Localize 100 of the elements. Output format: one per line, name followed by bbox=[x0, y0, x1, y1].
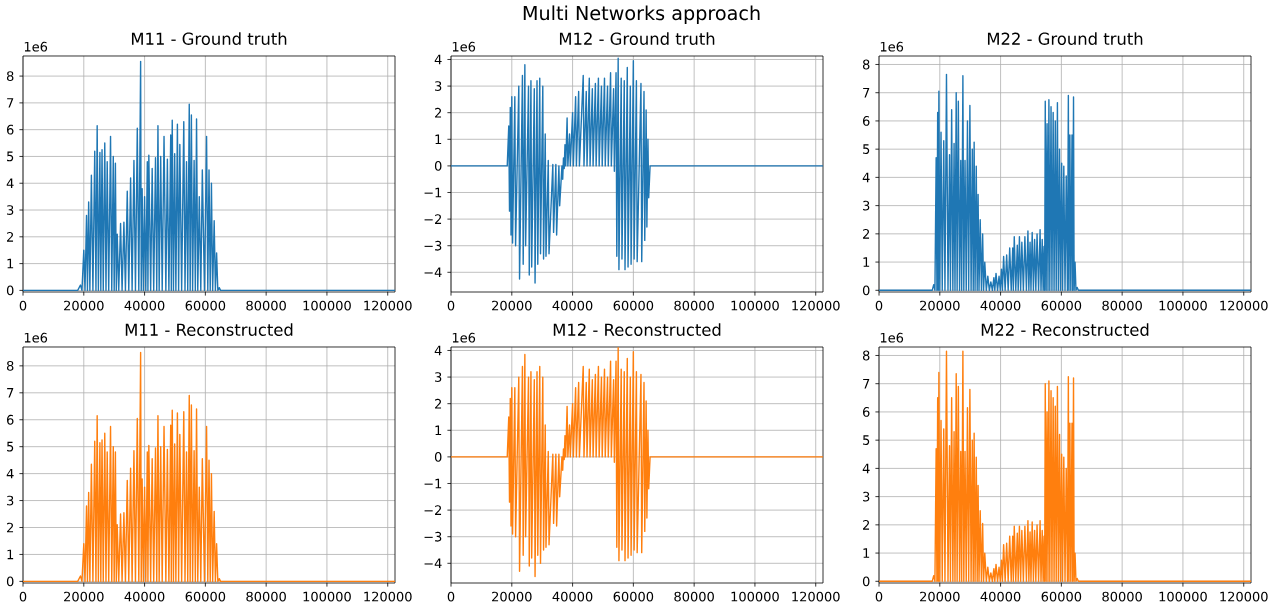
x-tick-label: 40000 bbox=[980, 591, 1021, 602]
x-tick-label: 80000 bbox=[246, 591, 286, 602]
x-tick-label: 60000 bbox=[613, 300, 654, 311]
x-tick-label: 100000 bbox=[731, 591, 779, 602]
x-tick-label: 20000 bbox=[492, 300, 532, 311]
line-series bbox=[879, 350, 1252, 583]
text: 1e6 bbox=[24, 41, 48, 52]
y-tick-label: 1 bbox=[7, 549, 14, 560]
x-tick-label: 60000 bbox=[185, 300, 226, 311]
y-tick-label: 5 bbox=[863, 144, 870, 154]
text: 1e6 bbox=[452, 41, 476, 52]
x-tick-label: 0 bbox=[875, 300, 883, 311]
chart-title: M11 - Reconstructed bbox=[125, 323, 293, 336]
y-tick-label: 8 bbox=[6, 71, 14, 82]
x-tick-label: 60000 bbox=[1041, 300, 1082, 311]
x-tick-label: 60000 bbox=[185, 591, 226, 602]
y-tick-label: 1 bbox=[863, 548, 870, 558]
y-tick-label: 1 bbox=[863, 257, 870, 267]
chart-title: M11 - Ground truth bbox=[131, 32, 287, 45]
y-tick-label: −3 bbox=[424, 240, 442, 251]
chart-title: M22 - Ground truth bbox=[987, 32, 1143, 45]
x-tick-label: 60000 bbox=[613, 591, 654, 602]
x-tick-label: 0 bbox=[447, 591, 455, 602]
x-tick-label: 0 bbox=[19, 591, 27, 602]
y-tick-label: 3 bbox=[7, 205, 14, 215]
x-tick-label: 120000 bbox=[1220, 591, 1268, 602]
y-tick-label: 1 bbox=[7, 258, 14, 269]
x-tick-label: 40000 bbox=[552, 591, 593, 602]
y-tick-label: −1 bbox=[424, 187, 442, 198]
x-tick-label: 40000 bbox=[124, 300, 165, 311]
y-tick-label: 5 bbox=[7, 441, 14, 452]
y-tick-label: 2 bbox=[863, 229, 870, 239]
chart-title: M12 - Reconstructed bbox=[553, 323, 721, 336]
text: Multi Networks approach bbox=[523, 5, 760, 24]
y-tick-label: 7 bbox=[7, 388, 14, 398]
x-tick-label: 120000 bbox=[792, 591, 840, 602]
x-tick-label: 120000 bbox=[792, 300, 840, 311]
x-tick-label: 40000 bbox=[980, 300, 1021, 311]
y-tick-label: 6 bbox=[6, 414, 14, 425]
y-tick-label: 0 bbox=[6, 285, 14, 296]
x-tick-label: 100000 bbox=[1159, 300, 1207, 311]
y-tick-label: 2 bbox=[435, 398, 442, 409]
line-series bbox=[879, 73, 1252, 292]
y-tick-label: 8 bbox=[862, 350, 870, 361]
x-tick-label: 120000 bbox=[364, 591, 412, 602]
y-tick-label: 6 bbox=[862, 407, 870, 417]
y-tick-label: 6 bbox=[6, 124, 14, 135]
x-tick-label: 80000 bbox=[674, 300, 714, 311]
line-series bbox=[451, 347, 824, 578]
chart-title: M22 - Reconstructed bbox=[981, 323, 1149, 336]
y-tick-label: 7 bbox=[863, 87, 870, 98]
y-tick-label: 6 bbox=[862, 116, 870, 126]
x-tick-label: 80000 bbox=[246, 300, 286, 311]
y-tick-label: −3 bbox=[424, 531, 442, 542]
y-tick-label: 3 bbox=[7, 495, 14, 506]
x-tick-label: 20000 bbox=[64, 591, 104, 602]
x-tick-label: 100000 bbox=[303, 300, 351, 311]
y-tick-label: 2 bbox=[435, 107, 442, 118]
x-tick-label: 0 bbox=[447, 300, 455, 311]
text: 1e6 bbox=[880, 332, 904, 343]
text: 1e6 bbox=[24, 332, 48, 343]
y-tick-label: 3 bbox=[435, 81, 442, 91]
y-tick-label: 0 bbox=[862, 576, 870, 587]
y-tick-label: 1 bbox=[435, 425, 442, 436]
y-tick-label: 2 bbox=[863, 520, 870, 530]
y-tick-label: 5 bbox=[863, 435, 870, 445]
x-tick-label: 40000 bbox=[124, 591, 165, 602]
x-tick-label: 0 bbox=[19, 300, 27, 311]
x-tick-label: 100000 bbox=[303, 591, 351, 602]
y-tick-label: −2 bbox=[424, 505, 442, 515]
y-tick-label: 2 bbox=[7, 232, 14, 242]
y-tick-label: 0 bbox=[6, 576, 14, 587]
y-tick-label: 3 bbox=[863, 200, 870, 211]
y-tick-label: 4 bbox=[6, 468, 14, 479]
y-tick-label: 7 bbox=[863, 378, 870, 389]
y-tick-label: 0 bbox=[434, 451, 442, 462]
y-tick-label: −2 bbox=[424, 214, 442, 224]
y-tick-label: −1 bbox=[424, 478, 442, 489]
y-tick-label: 4 bbox=[862, 172, 870, 183]
x-tick-label: 40000 bbox=[552, 300, 593, 311]
y-tick-label: 1 bbox=[435, 134, 442, 145]
y-tick-label: 0 bbox=[862, 285, 870, 296]
y-tick-label: 5 bbox=[7, 151, 14, 162]
y-tick-label: 2 bbox=[7, 522, 14, 533]
y-tick-label: 0 bbox=[434, 160, 442, 171]
y-tick-label: 8 bbox=[862, 59, 870, 70]
x-tick-label: 100000 bbox=[1159, 591, 1207, 602]
y-tick-label: 4 bbox=[862, 463, 870, 474]
x-tick-label: 80000 bbox=[1102, 591, 1142, 602]
line-series bbox=[451, 57, 824, 284]
y-tick-label: 8 bbox=[6, 360, 14, 371]
x-tick-label: 80000 bbox=[1102, 300, 1142, 311]
y-tick-label: 3 bbox=[435, 372, 442, 382]
x-tick-label: 20000 bbox=[492, 591, 532, 602]
y-tick-label: 3 bbox=[863, 491, 870, 502]
y-tick-label: −4 bbox=[424, 267, 442, 278]
x-tick-label: 0 bbox=[875, 591, 883, 602]
x-tick-label: 120000 bbox=[364, 300, 412, 311]
y-tick-label: 4 bbox=[434, 345, 442, 356]
x-tick-label: 80000 bbox=[674, 591, 714, 602]
